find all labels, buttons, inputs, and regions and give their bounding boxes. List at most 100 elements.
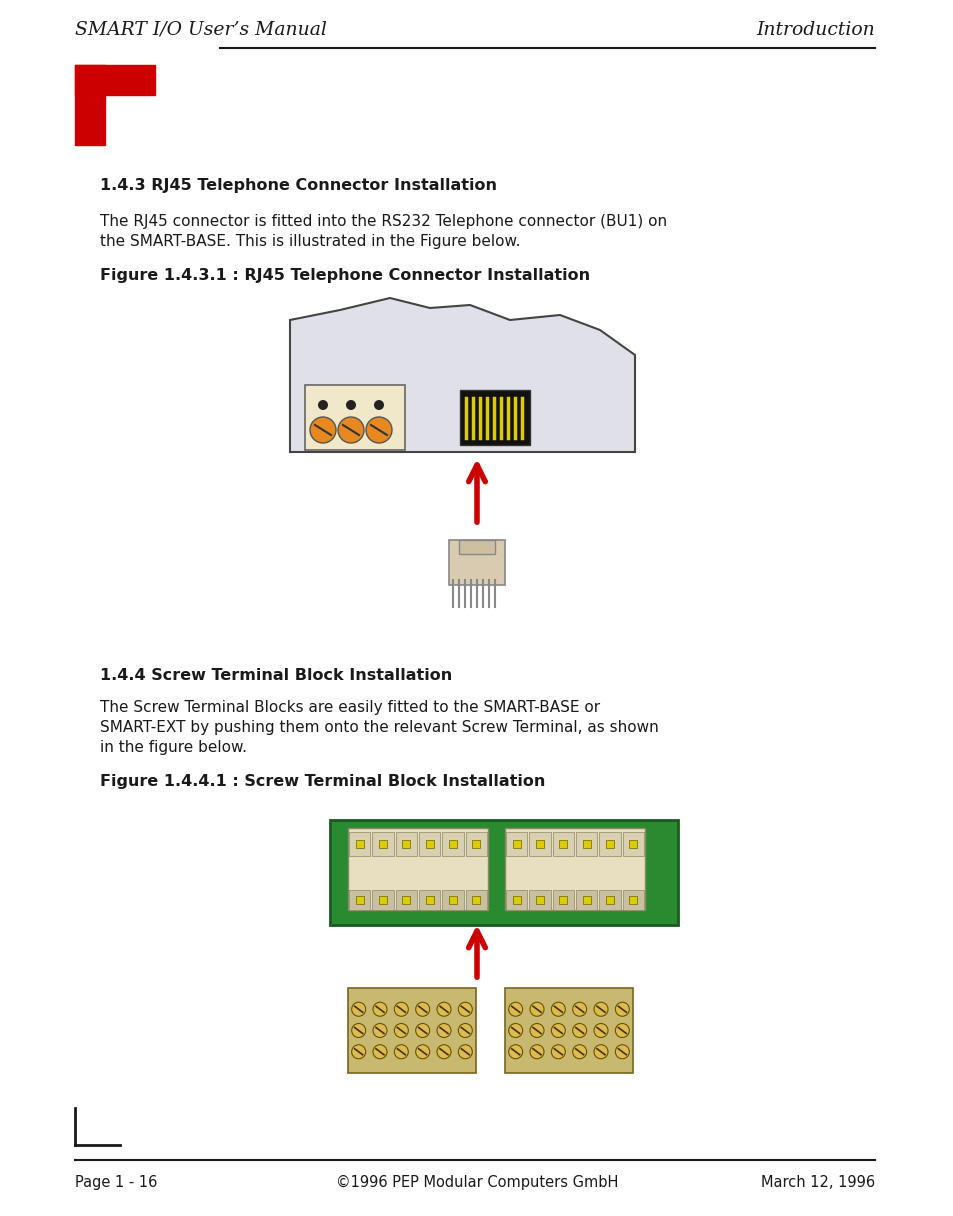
Bar xyxy=(552,832,574,856)
Text: SMART I/O User’s Manual: SMART I/O User’s Manual xyxy=(75,21,327,39)
Bar xyxy=(622,832,643,856)
Circle shape xyxy=(572,1024,586,1037)
Circle shape xyxy=(352,1024,365,1037)
Bar xyxy=(598,832,620,856)
Bar xyxy=(529,890,550,910)
Text: The RJ45 connector is fitted into the RS232 Telephone connector (BU1) on: The RJ45 connector is fitted into the RS… xyxy=(100,214,666,229)
Bar xyxy=(442,890,463,910)
Circle shape xyxy=(457,1002,472,1017)
Bar xyxy=(305,385,405,450)
Circle shape xyxy=(594,1045,607,1059)
Bar xyxy=(505,890,527,910)
Bar xyxy=(505,832,527,856)
Bar xyxy=(75,64,105,145)
Bar xyxy=(402,840,410,848)
Bar xyxy=(442,832,463,856)
Circle shape xyxy=(530,1002,543,1017)
Polygon shape xyxy=(290,298,635,452)
Bar xyxy=(629,896,637,903)
Circle shape xyxy=(530,1045,543,1059)
Bar xyxy=(449,840,456,848)
Bar xyxy=(536,840,543,848)
Circle shape xyxy=(551,1045,565,1059)
Text: SMART-EXT by pushing them onto the relevant Screw Terminal, as shown: SMART-EXT by pushing them onto the relev… xyxy=(100,720,659,734)
Bar xyxy=(465,832,486,856)
Bar xyxy=(418,832,440,856)
Circle shape xyxy=(416,1002,429,1017)
Circle shape xyxy=(594,1002,607,1017)
Circle shape xyxy=(394,1002,408,1017)
Text: in the figure below.: in the figure below. xyxy=(100,741,247,755)
Circle shape xyxy=(551,1024,565,1037)
Bar xyxy=(372,832,394,856)
Bar xyxy=(459,390,530,445)
Bar xyxy=(512,840,520,848)
Circle shape xyxy=(572,1002,586,1017)
Bar xyxy=(355,896,363,903)
Bar xyxy=(465,890,486,910)
Bar xyxy=(512,896,520,903)
Circle shape xyxy=(551,1002,565,1017)
Text: 1.4.4 Screw Terminal Block Installation: 1.4.4 Screw Terminal Block Installation xyxy=(100,668,452,683)
Circle shape xyxy=(615,1002,629,1017)
Bar xyxy=(605,840,614,848)
Bar xyxy=(576,832,597,856)
Circle shape xyxy=(366,417,392,443)
Circle shape xyxy=(436,1045,451,1059)
Circle shape xyxy=(352,1045,365,1059)
Bar xyxy=(425,840,434,848)
Bar xyxy=(330,820,678,925)
Bar xyxy=(472,896,479,903)
Bar xyxy=(504,828,644,910)
Circle shape xyxy=(346,400,355,410)
Bar xyxy=(582,896,590,903)
Bar xyxy=(598,890,620,910)
Bar xyxy=(605,896,614,903)
Circle shape xyxy=(508,1002,522,1017)
Circle shape xyxy=(337,417,364,443)
Bar xyxy=(449,896,456,903)
Text: Introduction: Introduction xyxy=(756,21,874,39)
Circle shape xyxy=(352,1002,365,1017)
Bar xyxy=(622,890,643,910)
Circle shape xyxy=(416,1045,429,1059)
Bar xyxy=(552,890,574,910)
Text: ©1996 PEP Modular Computers GmbH: ©1996 PEP Modular Computers GmbH xyxy=(335,1175,618,1190)
Text: Figure 1.4.4.1 : Screw Terminal Block Installation: Figure 1.4.4.1 : Screw Terminal Block In… xyxy=(100,775,545,789)
Bar xyxy=(582,840,590,848)
Circle shape xyxy=(457,1045,472,1059)
Bar xyxy=(536,896,543,903)
Bar xyxy=(355,840,363,848)
Text: Page 1 - 16: Page 1 - 16 xyxy=(75,1175,157,1190)
Circle shape xyxy=(594,1024,607,1037)
Circle shape xyxy=(572,1045,586,1059)
Bar xyxy=(629,840,637,848)
Bar xyxy=(472,840,479,848)
Text: The Screw Terminal Blocks are easily fitted to the SMART-BASE or: The Screw Terminal Blocks are easily fit… xyxy=(100,700,599,715)
Bar xyxy=(348,828,488,910)
Bar xyxy=(348,987,476,1073)
Circle shape xyxy=(457,1024,472,1037)
Bar xyxy=(395,832,416,856)
Bar xyxy=(378,840,387,848)
Bar xyxy=(402,896,410,903)
Circle shape xyxy=(508,1024,522,1037)
Bar xyxy=(378,896,387,903)
Circle shape xyxy=(615,1024,629,1037)
Circle shape xyxy=(374,400,384,410)
Bar xyxy=(75,64,154,95)
Text: Figure 1.4.3.1 : RJ45 Telephone Connector Installation: Figure 1.4.3.1 : RJ45 Telephone Connecto… xyxy=(100,268,590,283)
Circle shape xyxy=(508,1045,522,1059)
Circle shape xyxy=(373,1024,387,1037)
Text: 1.4.3 RJ45 Telephone Connector Installation: 1.4.3 RJ45 Telephone Connector Installat… xyxy=(100,178,497,193)
Bar xyxy=(425,896,434,903)
Circle shape xyxy=(310,417,335,443)
Bar xyxy=(395,890,416,910)
Bar xyxy=(458,540,495,554)
Circle shape xyxy=(416,1024,429,1037)
Circle shape xyxy=(530,1024,543,1037)
Text: the SMART-BASE. This is illustrated in the Figure below.: the SMART-BASE. This is illustrated in t… xyxy=(100,233,520,249)
Bar xyxy=(504,987,633,1073)
Circle shape xyxy=(436,1024,451,1037)
Circle shape xyxy=(373,1002,387,1017)
